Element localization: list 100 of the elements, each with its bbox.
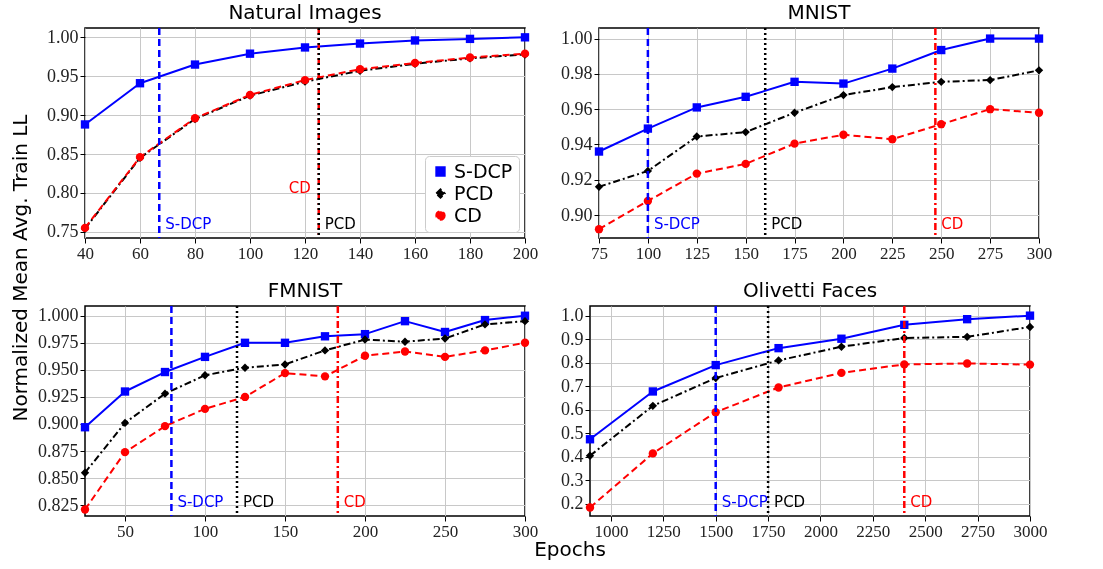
y-tick-label: 0.85 — [47, 143, 79, 164]
y-tick-label: 0.92 — [561, 169, 593, 190]
point — [80, 468, 90, 477]
point — [200, 404, 210, 414]
y-tick-label: 1.0 — [561, 305, 584, 326]
point — [774, 383, 783, 392]
point — [1025, 322, 1035, 332]
point — [440, 334, 450, 343]
point — [360, 351, 370, 360]
point — [585, 451, 595, 460]
point — [160, 389, 170, 398]
x-tick-label: 200 — [352, 521, 379, 541]
chart-title: FMNIST — [267, 277, 344, 302]
point — [160, 367, 170, 377]
x-tick-label: 2000 — [803, 521, 838, 541]
point — [440, 352, 450, 362]
point — [962, 359, 972, 368]
ref-line-label: S-DCP — [653, 215, 700, 233]
y-tick-label: 0.5 — [561, 422, 584, 443]
point — [594, 225, 604, 234]
y-tick-label: 0.825 — [38, 494, 79, 515]
point — [837, 342, 846, 351]
legend-label: S-DCP — [454, 159, 513, 182]
point — [480, 320, 490, 329]
y-tick-label: 0.7 — [561, 375, 584, 396]
ref-line-label: PCD — [771, 215, 803, 233]
point — [937, 120, 946, 129]
x-tick-label: 1750 — [751, 521, 786, 541]
point — [120, 387, 130, 396]
point — [410, 36, 420, 45]
x-tick-label: 100 — [635, 243, 662, 263]
point — [190, 60, 200, 69]
point — [200, 371, 210, 380]
point — [741, 92, 750, 102]
point — [245, 49, 255, 58]
point — [240, 363, 250, 372]
point — [648, 449, 658, 458]
point — [790, 139, 799, 148]
point — [837, 334, 846, 343]
point — [985, 105, 995, 114]
y-tick-label: 0.75 — [47, 221, 79, 242]
y-tick-label: 0.4 — [561, 446, 584, 467]
point — [280, 338, 290, 347]
y-tick-label: 0.2 — [561, 493, 584, 514]
x-tick-label: 40 — [77, 243, 94, 263]
point — [520, 33, 530, 42]
ref-line-label: PCD — [243, 493, 275, 511]
point — [480, 346, 490, 355]
point — [774, 356, 783, 365]
point — [1034, 108, 1044, 117]
point — [837, 368, 846, 378]
y-tick-label: 0.95 — [47, 65, 79, 86]
point — [355, 39, 365, 48]
point — [1034, 66, 1044, 75]
y-tick-label: 0.850 — [38, 467, 79, 488]
ref-line-label: PCD — [774, 493, 806, 511]
y-tick-label: 0.900 — [38, 413, 79, 434]
point — [520, 316, 530, 326]
point — [280, 368, 290, 378]
x-tick-label: 125 — [684, 243, 711, 263]
point — [839, 130, 848, 139]
x-tick-label: 140 — [347, 243, 374, 263]
point — [839, 90, 848, 100]
point — [120, 447, 130, 457]
point — [648, 387, 658, 396]
y-tick-label: 0.925 — [38, 386, 79, 407]
point — [135, 79, 145, 88]
x-tick-label: 300 — [1026, 243, 1053, 263]
ref-line-label: CD — [910, 493, 933, 511]
x-tick-label: 1500 — [699, 521, 734, 541]
x-tick-label: 75 — [591, 243, 608, 263]
y-tick-label: 0.875 — [38, 440, 79, 461]
y-tick-label: 0.94 — [561, 133, 593, 154]
point — [200, 352, 210, 362]
x-tick-label: 175 — [782, 243, 808, 263]
point — [692, 132, 701, 141]
y-tick-label: 0.90 — [47, 104, 79, 125]
point — [240, 338, 250, 347]
point — [888, 64, 897, 73]
chart-title: MNIST — [787, 0, 852, 24]
x-tick-label: 2250 — [856, 521, 891, 541]
ref-line-label: S-DCP — [177, 493, 224, 511]
y-tick-label: 0.8 — [561, 352, 584, 373]
ref-line-label: CD — [941, 215, 964, 233]
point — [80, 423, 90, 432]
y-tick-label: 0.98 — [561, 63, 593, 84]
point — [692, 103, 701, 112]
y-tick-label: 0.6 — [561, 399, 584, 420]
ref-line-label: S-DCP — [165, 215, 212, 233]
point — [400, 347, 410, 356]
y-axis-title: Normalized Mean Avg. Train LL — [8, 114, 32, 422]
point — [1034, 34, 1044, 43]
point — [937, 77, 946, 87]
x-tick-label: 250 — [928, 243, 955, 263]
y-tick-label: 0.96 — [561, 98, 593, 119]
y-tick-label: 0.90 — [561, 204, 593, 225]
x-tick-label: 180 — [457, 243, 484, 263]
x-tick-label: 150 — [272, 521, 299, 541]
y-tick-label: 1.000 — [38, 305, 79, 326]
point — [839, 79, 848, 88]
